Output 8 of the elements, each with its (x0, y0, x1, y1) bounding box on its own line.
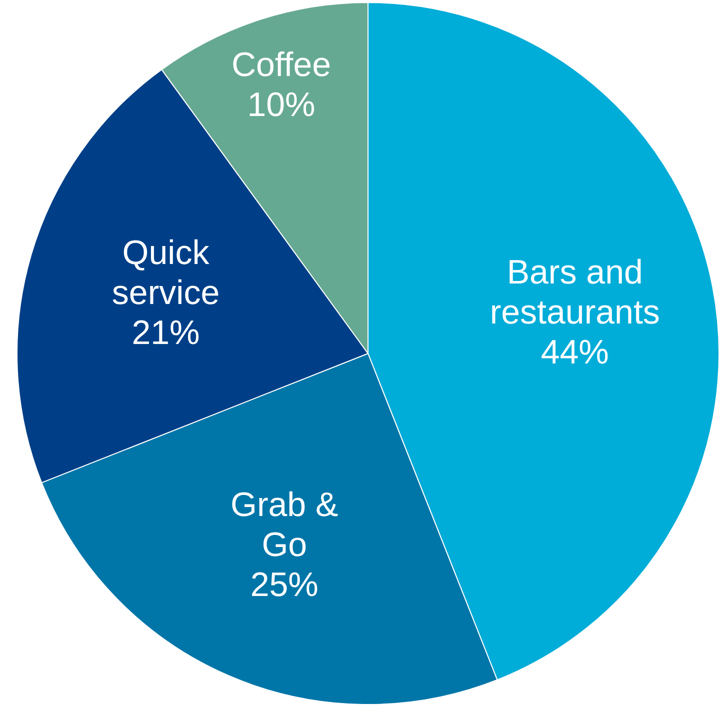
slice-label: Coffee (231, 46, 332, 84)
data-label: 44% (540, 333, 609, 372)
data-label: 10% (247, 86, 316, 124)
data-label: 21% (132, 314, 200, 352)
slice-label: Grab & Go (230, 486, 339, 564)
slice-label: Bars and restaurants (490, 253, 660, 332)
slice-label: Quick service (112, 234, 220, 312)
data-label: 25% (250, 566, 318, 604)
